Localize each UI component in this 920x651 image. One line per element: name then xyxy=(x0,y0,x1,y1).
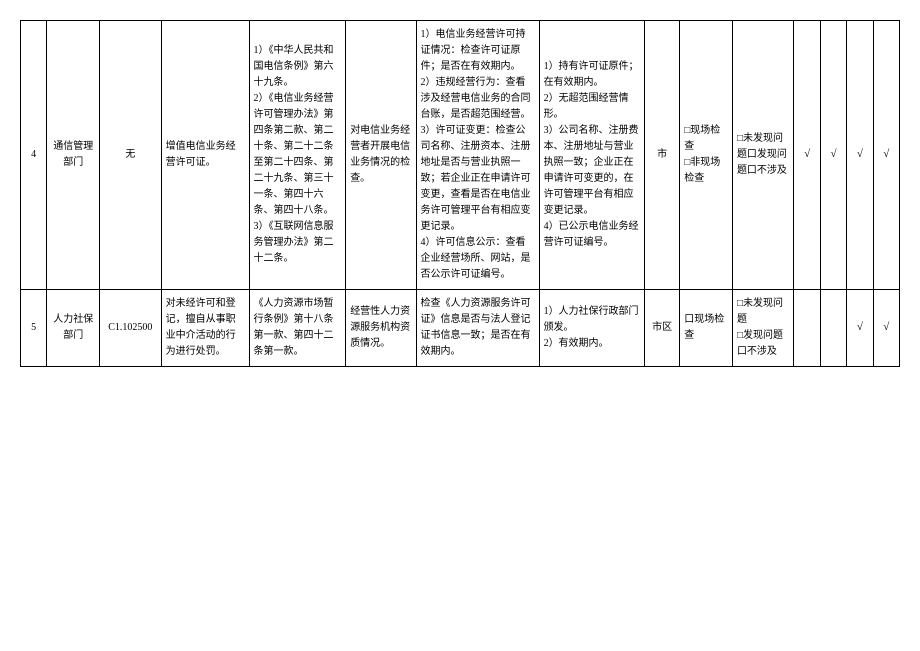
method: □现场检查 □非现场检查 xyxy=(680,21,733,290)
row-number: 4 xyxy=(21,21,47,290)
result: □未发现问题 □发现问题口不涉及 xyxy=(732,290,794,367)
code: 无 xyxy=(100,21,162,290)
check-3: √ xyxy=(847,290,873,367)
table-row: 4通信管理部门无增值电信业务经营许可证。1）《中华人民共和国电信条例》第六十九条… xyxy=(21,21,900,290)
code: C1.102500 xyxy=(100,290,162,367)
level: 市区 xyxy=(645,290,680,367)
check-3: √ xyxy=(847,21,873,290)
check-1 xyxy=(794,290,820,367)
check-content: 1）电信业务经营许可持证情况：检查许可证原件；是否在有效期内。 2）违规经营行为… xyxy=(416,21,539,290)
check-2: √ xyxy=(820,21,846,290)
department: 人力社保部门 xyxy=(47,290,100,367)
department: 通信管理部门 xyxy=(47,21,100,290)
table-row: 5人力社保部门C1.102500对未经许可和登记，擅自从事职业中介活动的行为进行… xyxy=(21,290,900,367)
check-scope: 对电信业务经营者开展电信业务情况的检查。 xyxy=(346,21,416,290)
check-1: √ xyxy=(794,21,820,290)
legal-basis: 《人力资源市场暂行条例》第十八条第一款、第四十二条第一款。 xyxy=(249,290,346,367)
check-4: √ xyxy=(873,21,899,290)
license: 对未经许可和登记，擅自从事职业中介活动的行为进行处罚。 xyxy=(161,290,249,367)
method: 口现场检查 xyxy=(680,290,733,367)
check-scope: 经营性人力资源服务机构资质情况。 xyxy=(346,290,416,367)
result: □未发现问题口发现问题口不涉及 xyxy=(732,21,794,290)
regulation-table: 4通信管理部门无增值电信业务经营许可证。1）《中华人民共和国电信条例》第六十九条… xyxy=(20,20,900,367)
level: 市 xyxy=(645,21,680,290)
check-4: √ xyxy=(873,290,899,367)
standard: 1）人力社保行政部门颁发。 2）有效期内。 xyxy=(539,290,644,367)
row-number: 5 xyxy=(21,290,47,367)
check-2 xyxy=(820,290,846,367)
legal-basis: 1）《中华人民共和国电信条例》第六十九条。 2）《电信业务经营许可管理办法》第四… xyxy=(249,21,346,290)
license: 增值电信业务经营许可证。 xyxy=(161,21,249,290)
standard: 1）持有许可证原件；在有效期内。 2）无超范围经营情形。 3）公司名称、注册费本… xyxy=(539,21,644,290)
check-content: 检查《人力资源服务许可证》信息是否与法人登记证书信息一致；是否在有效期内。 xyxy=(416,290,539,367)
